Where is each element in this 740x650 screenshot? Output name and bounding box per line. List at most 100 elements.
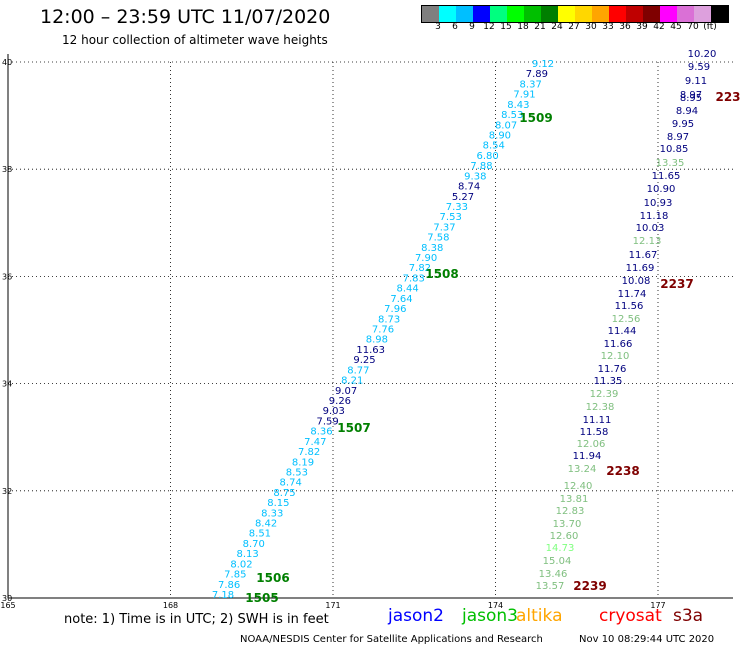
wave-height-label: 7.85 [224,570,246,581]
wave-height-label: 11.18 [640,211,669,222]
wave-height-label: 9.12 [532,59,554,70]
page-title: 12:00 – 23:59 UTC 11/07/2020 [40,6,331,28]
wave-height-label: 7.83 [403,273,425,284]
wave-height-label: 12.60 [550,531,579,542]
lon-tick-label: 174 [488,601,503,610]
wave-height-label: 13.35 [656,158,685,169]
legend-label: 39 [636,22,648,32]
wave-height-label: 8.21 [341,376,363,387]
wave-height-label: 11.58 [580,427,609,438]
wave-height-label: 8.53 [501,110,523,121]
wave-height-label: 12.10 [601,351,630,362]
wave-height-label: 8.19 [292,457,314,468]
wave-height-label: 8.37 [520,79,542,90]
wave-height-label: 8.07 [495,120,517,131]
wave-height-label: 8.02 [230,559,252,570]
wave-height-label: 11.74 [618,289,647,300]
legend-swatch [422,6,439,22]
wave-height-label: 9.07 [335,386,357,397]
lat-tick-label: 34 [2,380,12,389]
legend-label: 21 [534,22,546,32]
legend-label: (ft) [703,22,717,32]
legend-label: 3 [435,22,441,32]
wave-height-label: 8.42 [255,519,277,530]
wave-height-label: 13.70 [553,519,582,530]
legend-label: 30 [585,22,597,32]
legend-swatch [439,6,456,22]
wave-height-label: 8.51 [249,529,271,540]
wave-height-label: 8.54 [483,141,505,152]
wave-height-label: 10.03 [636,223,665,234]
legend-swatch [660,6,677,22]
lon-tick-label: 177 [650,601,665,610]
wave-height-label: 12.39 [590,389,619,400]
wave-height-label: 11.94 [573,451,602,462]
wave-height-label: 10.93 [644,198,673,209]
wave-height-label: 9.25 [353,355,375,366]
footer-note: note: 1) Time is in UTC; 2) SWH is in fe… [64,612,329,627]
wave-height-label: 13.24 [568,464,597,475]
legend-swatch [507,6,524,22]
legend-label: 12 [483,22,495,32]
lat-tick-label: 38 [2,165,12,174]
wave-height-label: 8.38 [421,243,443,254]
wave-height-label: 11.11 [583,415,612,426]
lat-tick-label: 36 [2,272,12,281]
lon-tick-label: 168 [163,601,178,610]
legend-label: 18 [517,22,529,32]
pass-number-label: 2238 [606,464,639,478]
wave-height-label: 9.59 [688,62,710,73]
wave-height-label: 7.47 [304,437,326,448]
wave-height-label: 11.69 [626,263,655,274]
legend-label: 42 [653,22,665,32]
legend-swatch [490,6,507,22]
page-subtitle: 12 hour collection of altimeter wave hei… [62,33,328,47]
legend-swatch [711,6,728,22]
lon-tick-label: 165 [0,601,15,610]
pass-number-label: 223 [715,90,740,104]
legend-swatch [592,6,609,22]
wave-height-label: 11.44 [608,326,637,337]
sat-legend-cryosat: cryosat [599,606,662,626]
wave-height-label: 7.33 [446,202,468,213]
legend-label: 33 [602,22,614,32]
wave-height-label: 10.90 [647,184,676,195]
legend-label: 9 [469,22,475,32]
wave-height-label: 10.85 [660,144,689,155]
legend-swatch [541,6,558,22]
legend-swatch [677,6,694,22]
sat-legend-jason3: jason3 [462,606,518,626]
wave-height-label: 5.27 [452,192,474,203]
sat-legend-altika: altika [516,606,563,626]
wave-height-label: 8.98 [366,335,388,346]
pass-number-label: 1506 [256,571,289,585]
wave-height-label: 8.36 [310,427,332,438]
wave-height-label: 9.95 [672,119,694,130]
color-legend-labels: 3 6 9 12 15 18 21 24 27 30 33 36 39 42 45 70 (ft) [421,22,731,34]
wave-height-label: 7.82 [298,447,320,458]
legend-swatch [694,6,711,22]
wave-height-label: 7.91 [513,90,535,101]
wave-height-label: 8.90 [489,130,511,141]
wave-height-label: 13.81 [560,494,589,505]
wave-height-label: 12.06 [577,439,606,450]
wave-height-label: 8.97 [680,90,702,101]
legend-label: 45 [670,22,682,32]
wave-height-label: 7.76 [372,325,394,336]
wave-height-label: 11.65 [652,171,681,182]
legend-label: 36 [619,22,631,32]
legend-swatch [456,6,473,22]
legend-swatch [524,6,541,22]
wave-height-label: 11.56 [615,301,644,312]
legend-label: 70 [687,22,699,32]
wave-height-label: 12.83 [556,506,585,517]
legend-swatch [609,6,626,22]
wave-height-label: 7.89 [526,69,548,80]
wave-height-label: 8.70 [243,539,265,550]
wave-height-label: 7.18 [212,590,234,601]
wave-height-label: 7.86 [218,580,240,591]
pass-number-label: 1505 [245,591,278,605]
pass-number-label: 2237 [660,277,693,291]
wave-height-label: 7.53 [440,212,462,223]
